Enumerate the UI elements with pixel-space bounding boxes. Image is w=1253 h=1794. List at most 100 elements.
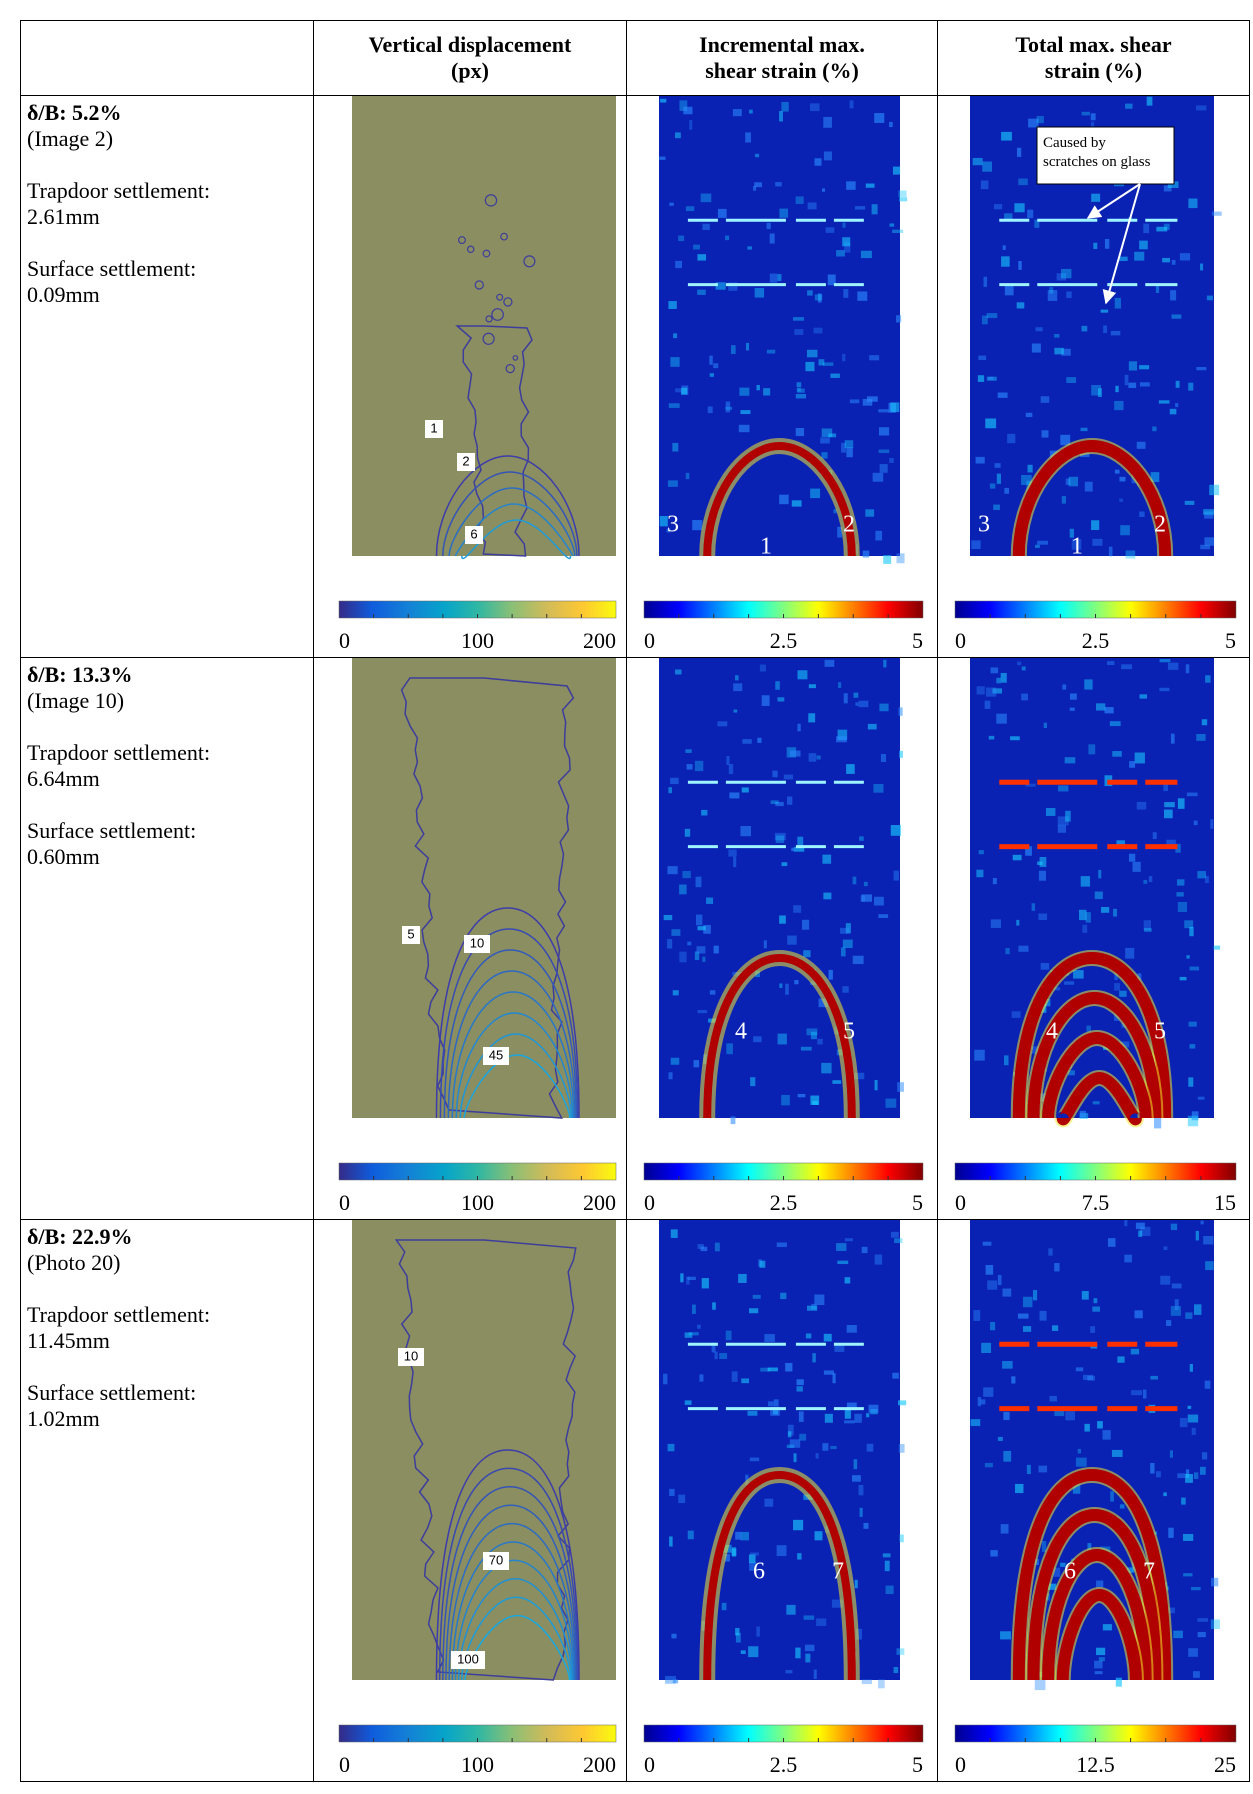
speckle [890, 825, 902, 836]
speckle [797, 1093, 806, 1098]
speckle [793, 846, 805, 852]
speckle [1119, 1504, 1125, 1509]
speckle [873, 783, 884, 793]
case-cell: δ/B: 13.3% (Image 10) Trapdoor settlement:… [20, 657, 314, 1220]
speckle [1047, 290, 1058, 301]
speckle [1069, 707, 1075, 711]
speckle [810, 488, 821, 499]
case-source: (Image 10) [27, 688, 125, 713]
speckle [822, 1443, 829, 1451]
speckle [1066, 377, 1077, 383]
speckle [875, 530, 883, 541]
speckle [997, 392, 1008, 398]
colorbar-label: 25 [1214, 1752, 1236, 1777]
speckle [1138, 1230, 1143, 1237]
speckle [766, 349, 776, 354]
speckle [760, 1367, 771, 1372]
speckle [1084, 679, 1093, 690]
speckle [980, 1399, 986, 1405]
speckle [1165, 1320, 1172, 1326]
speckle [779, 494, 789, 505]
speckle [863, 1522, 869, 1529]
speckle [1142, 1389, 1147, 1399]
speckle [773, 1399, 779, 1407]
field-image: 3 2 1 [659, 96, 908, 564]
speckle [700, 1246, 708, 1252]
speckle [1085, 912, 1091, 923]
speckle [866, 396, 878, 402]
speckle [899, 1534, 904, 1543]
speckle [1021, 475, 1032, 485]
speckle [846, 1325, 857, 1333]
colorbar-label: 200 [583, 628, 616, 653]
speckle [735, 675, 739, 681]
speckle [748, 1308, 759, 1314]
speckle [1188, 382, 1194, 391]
speckle [970, 1419, 981, 1427]
speckle [739, 387, 750, 396]
speckle [670, 777, 679, 785]
speckle [879, 703, 889, 712]
speckle [1053, 1567, 1061, 1577]
speckle [777, 697, 785, 702]
speckle [862, 398, 873, 406]
speckle [753, 185, 757, 191]
speckle [795, 196, 804, 204]
speckle [1056, 273, 1066, 281]
speckle [1116, 840, 1125, 847]
speckle [1200, 1220, 1204, 1225]
shear-band [1042, 1548, 1152, 1681]
speckle [810, 1031, 817, 1040]
speckle [1040, 963, 1050, 970]
colorbar-label: 100 [461, 628, 494, 653]
speckle [1158, 400, 1170, 404]
speckle [1195, 1230, 1199, 1241]
speckle [1206, 295, 1213, 301]
speckle [854, 206, 866, 210]
speckle [893, 1667, 899, 1674]
speckle [1107, 661, 1115, 666]
speckle [1011, 1011, 1021, 1018]
field-image: 3 2 1 Caused by scratches on glass [970, 96, 1222, 560]
speckle [1018, 261, 1022, 270]
speckle [1130, 1348, 1140, 1355]
speckle [815, 1453, 819, 1459]
contour-line [435, 1449, 580, 1681]
speckle [844, 1420, 855, 1424]
contour-label: 6 [470, 526, 477, 541]
speckle [1150, 1375, 1158, 1380]
speckle [675, 388, 682, 393]
speckle [793, 1453, 797, 1463]
contour-label: 45 [489, 1047, 503, 1062]
speckle [687, 941, 692, 946]
speckle [1012, 854, 1022, 861]
speckle [1124, 1254, 1132, 1263]
speckle [825, 227, 835, 233]
speckle [1167, 181, 1179, 188]
contour-blob [474, 280, 484, 290]
speckle [1091, 520, 1100, 531]
table-body: δ/B: 5.2% (Image 2) Trapdoor settlement: 2.… [20, 95, 1250, 1782]
shear-band [1027, 991, 1162, 1119]
surface-settlement: 0.60mm [27, 844, 100, 869]
speckle [889, 458, 894, 463]
speckle [747, 1410, 758, 1416]
speckle [1210, 1619, 1220, 1630]
speckle [1150, 1463, 1155, 1474]
speckle [740, 410, 751, 415]
speckle [1018, 178, 1028, 186]
trapdoor-settlement: Trapdoor settlement: [27, 740, 211, 765]
speckle [1075, 1457, 1087, 1467]
speckle [757, 737, 762, 743]
shear-band [703, 441, 856, 557]
speckle [983, 276, 988, 287]
speckle [1205, 875, 1209, 884]
speckle [1011, 1376, 1016, 1384]
speckle [728, 282, 738, 291]
speckle [675, 260, 682, 269]
speckle [745, 132, 751, 143]
speckle [1187, 1115, 1199, 1127]
speckle [854, 1579, 858, 1589]
colorbar-label: 2.5 [770, 1752, 798, 1777]
speckle [1014, 203, 1025, 213]
